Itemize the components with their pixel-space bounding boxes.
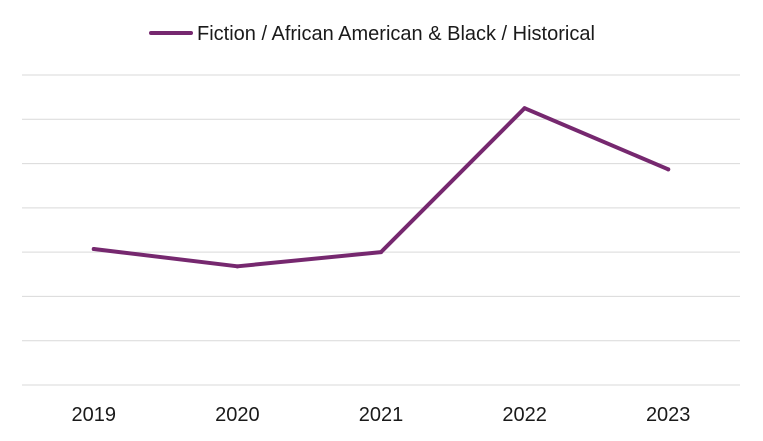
series-group <box>91 106 671 269</box>
data-point-2022 <box>522 106 527 111</box>
series-line-0 <box>91 106 671 269</box>
gridlines <box>22 74 740 386</box>
legend-label: Fiction / African American & Black / His… <box>197 23 595 45</box>
x-tick-label-2020: 2020 <box>215 404 260 426</box>
data-point-2021 <box>379 250 383 255</box>
data-point-2019 <box>91 247 96 252</box>
data-point-2023 <box>666 167 671 172</box>
x-tick-label-2019: 2019 <box>72 404 117 426</box>
legend: Fiction / African American & Black / His… <box>149 23 595 45</box>
data-point-2020 <box>235 264 240 269</box>
x-axis-labels: 2019 2020 2021 2022 2023 <box>72 404 691 426</box>
x-tick-label-2023: 2023 <box>646 404 691 426</box>
x-tick-label-2021: 2021 <box>359 404 404 426</box>
x-tick-label-2022: 2022 <box>502 404 547 426</box>
